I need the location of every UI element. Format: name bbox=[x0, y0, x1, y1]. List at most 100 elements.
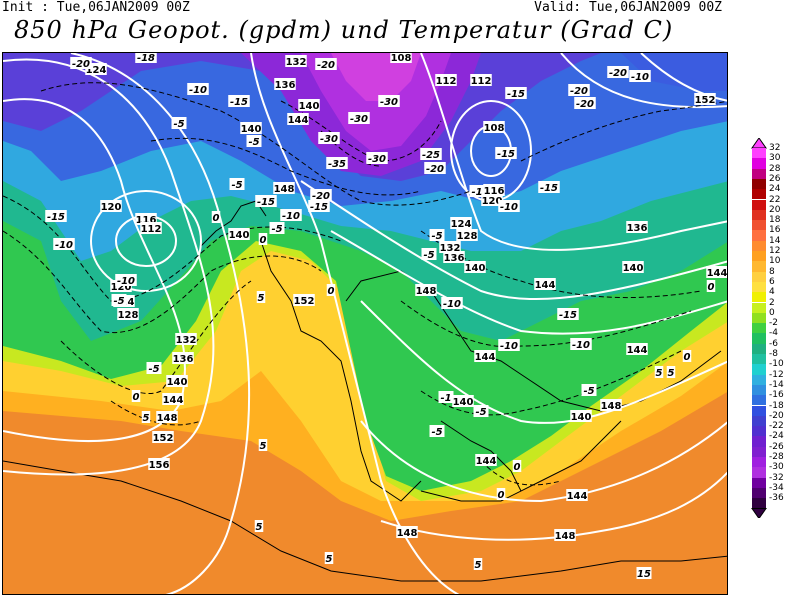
legend-label: -12 bbox=[769, 369, 784, 380]
magenta-core-zone bbox=[331, 53, 421, 101]
map-canvas: 1241201161121201241281321361401441481521… bbox=[3, 53, 728, 594]
legend-label: -34 bbox=[769, 482, 784, 493]
temperature-label: 0 bbox=[684, 352, 691, 363]
temperature-label: -5 bbox=[271, 224, 282, 235]
temperature-label-bg bbox=[557, 308, 579, 320]
temperature-label: -15 bbox=[507, 89, 525, 100]
geopotential-label: 128 bbox=[457, 231, 478, 242]
valid-time: Valid: Tue,06JAN2009 00Z bbox=[534, 0, 722, 15]
temperature-label-bg bbox=[280, 209, 302, 221]
geopotential-label-bg bbox=[117, 308, 139, 320]
temperature-label-bg bbox=[211, 211, 221, 223]
geopotential-label-bg bbox=[396, 526, 418, 538]
temperature-label-bg bbox=[246, 135, 262, 147]
legend-swatch bbox=[752, 158, 766, 169]
temperature-label: -15 bbox=[47, 212, 65, 223]
temperature-label-bg bbox=[146, 362, 162, 374]
temperature-label-bg bbox=[256, 291, 266, 303]
temperature-label: -20 bbox=[426, 164, 444, 175]
legend-swatch bbox=[752, 178, 766, 190]
geopotential-label: 136 bbox=[275, 80, 296, 91]
geopotential-label: 148 bbox=[555, 531, 576, 542]
temperature-label-bg bbox=[441, 297, 463, 309]
geopotential-label: 144 bbox=[567, 491, 588, 502]
legend-label: 4 bbox=[769, 287, 775, 298]
geopotential-label-bg bbox=[435, 74, 457, 86]
temperature-label-bg bbox=[378, 95, 400, 107]
map-title: 850 hPa Geopot. (gpdm) und Temperatur (G… bbox=[14, 16, 674, 44]
temperature-label: -10 bbox=[500, 202, 518, 213]
legend-label: -20 bbox=[769, 410, 784, 421]
geopotential-label-bg bbox=[100, 200, 122, 212]
temperature-label: -25 bbox=[422, 150, 440, 161]
legend-label: -32 bbox=[769, 472, 784, 483]
geopotential-label: 108 bbox=[484, 123, 505, 134]
legend-label: -24 bbox=[769, 431, 784, 442]
geopotential-label: 120 bbox=[482, 196, 503, 207]
geopotential-label: 116 bbox=[484, 186, 505, 197]
temperature-label-bg bbox=[581, 384, 597, 396]
legend-swatch bbox=[752, 323, 766, 334]
temperature-label: -30 bbox=[320, 134, 338, 145]
temperature-label-bg bbox=[498, 339, 520, 351]
temperature-label: 5 bbox=[656, 368, 663, 379]
geopotential-label: 116 bbox=[136, 215, 157, 226]
temperature-label: -10 bbox=[117, 276, 135, 287]
legend-swatch bbox=[752, 302, 766, 313]
geopotential-label: 144 bbox=[288, 115, 309, 126]
geopotential-label: 132 bbox=[176, 335, 197, 346]
geopotential-label-bg bbox=[450, 217, 472, 229]
geopotential-label-bg bbox=[274, 78, 296, 90]
geopotential-label-bg bbox=[706, 266, 727, 278]
legend-swatch bbox=[752, 446, 766, 457]
geopotential-label: 112 bbox=[436, 76, 457, 87]
legend-label: -8 bbox=[769, 349, 778, 359]
legend-label: -2 bbox=[769, 318, 778, 329]
geopotential-label: 140 bbox=[623, 263, 644, 274]
temperature-legend: 32 30 28 26 24 22 20 18 16 14 12 10 8 6 4 2 0 -2 -4 -6 -8 -10… bbox=[748, 138, 788, 518]
legend-label: 18 bbox=[769, 215, 781, 226]
geopotential-label-bg bbox=[626, 221, 648, 233]
temperature-label-bg bbox=[570, 338, 592, 350]
geopotential-label: 152 bbox=[153, 433, 174, 444]
geopotential-label-bg bbox=[152, 431, 174, 443]
temperature-label: -18 bbox=[137, 53, 155, 64]
temperature-label: 5 bbox=[475, 560, 482, 571]
geopotential-label-bg bbox=[172, 352, 194, 364]
purple-core-zone bbox=[301, 53, 451, 151]
legend-swatch bbox=[752, 148, 766, 159]
temperature-label: -30 bbox=[368, 154, 386, 165]
geopotential-label: 140 bbox=[571, 412, 592, 423]
temperature-label-bg bbox=[115, 274, 137, 286]
legend-label: 10 bbox=[769, 256, 781, 267]
geopotential-label-bg bbox=[273, 182, 295, 194]
geopotential-label: 140 bbox=[465, 263, 486, 274]
temperature-label: -35 bbox=[328, 159, 346, 170]
legend-swatch bbox=[752, 168, 766, 179]
geopotential-label: 144 bbox=[707, 268, 728, 279]
geopotential-label-bg bbox=[694, 93, 716, 105]
temperature-label-bg bbox=[654, 366, 664, 378]
legend-swatch bbox=[752, 343, 766, 354]
temperature-label: -5 bbox=[431, 427, 442, 438]
temperature-label: -15 bbox=[310, 202, 328, 213]
geopotential-label-bg bbox=[175, 333, 197, 345]
temperature-label: -20 bbox=[317, 60, 335, 71]
temperature-label: -10 bbox=[189, 85, 207, 96]
temperature-labels: -20-18-10-15-5-5-5-15-20-15-100-50-15-10… bbox=[45, 53, 716, 580]
legend-label: 30 bbox=[769, 153, 781, 164]
geopotential-label-bg bbox=[554, 529, 576, 541]
geopotential-label: 140 bbox=[453, 397, 474, 408]
geopotential-label-bg bbox=[456, 229, 478, 241]
temperature-label: -10 bbox=[443, 299, 461, 310]
geopotential-label: 152 bbox=[294, 296, 315, 307]
temperature-label-bg bbox=[318, 132, 340, 144]
temperature-label-bg bbox=[420, 148, 442, 160]
temperature-label-bg bbox=[607, 66, 629, 78]
temperature-label-bg bbox=[438, 391, 454, 403]
geopotential-labels: 1241201161121201241281321361401441481521… bbox=[85, 53, 728, 542]
temperature-label-bg bbox=[505, 87, 527, 99]
temperature-label-bg bbox=[315, 58, 337, 70]
legend-swatch bbox=[752, 354, 766, 365]
temperature-label-bg bbox=[269, 222, 285, 234]
